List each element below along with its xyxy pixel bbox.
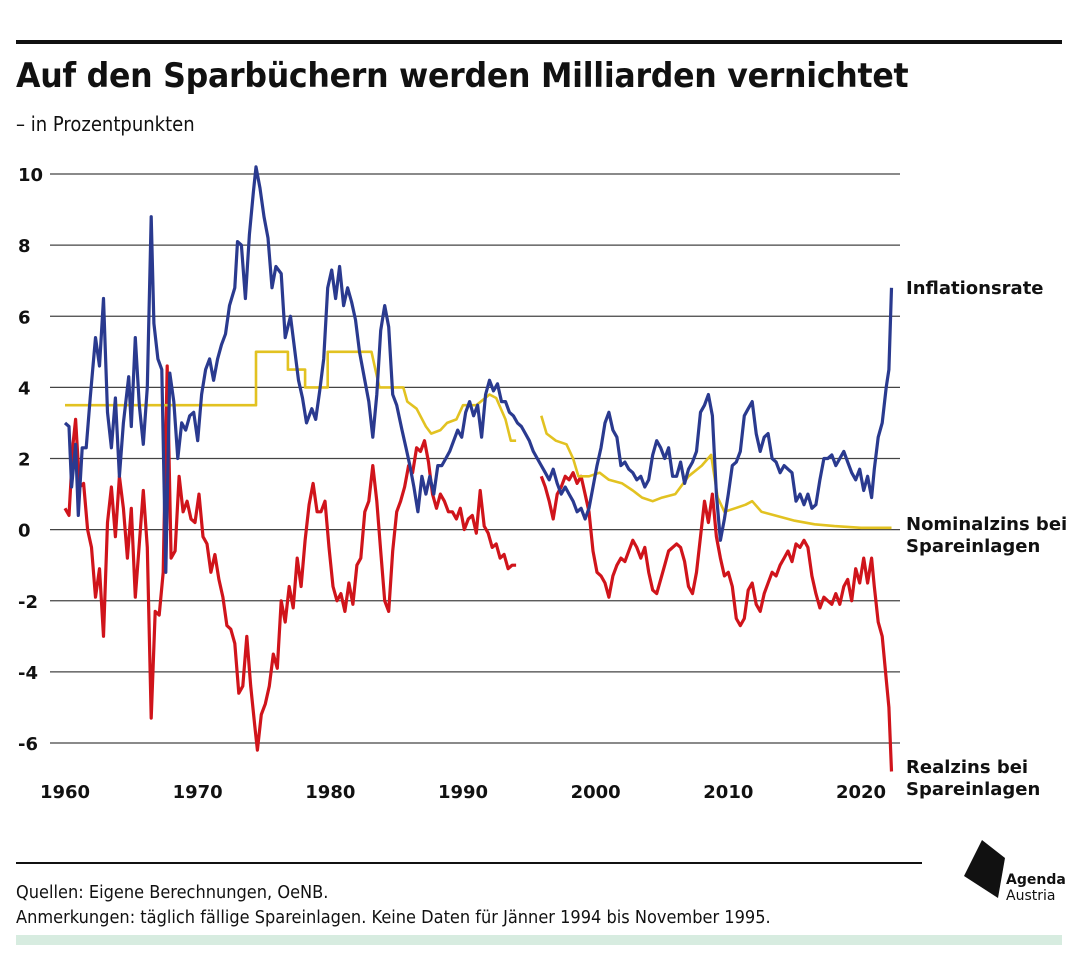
footer-rule xyxy=(16,862,922,864)
line-chart: 10 8 6 4 2 0 -2 -4 -6 1960 1970 1980 1990 2000 2010 20… xyxy=(18,165,1067,803)
chart-title: Auf den Sparbüchern werden Milliarden ve… xyxy=(16,56,909,96)
y-tick-label: 2 xyxy=(18,450,31,471)
top-rule xyxy=(16,40,1062,44)
x-tick-label: 2000 xyxy=(571,782,621,803)
inflation-line xyxy=(63,165,894,574)
series-lines xyxy=(63,165,894,772)
footer-band xyxy=(16,935,1062,945)
real-line xyxy=(63,364,517,752)
x-tick-label: 1970 xyxy=(173,782,223,803)
y-axis-ticks: 10 8 6 4 2 0 -2 -4 -6 xyxy=(18,165,43,755)
x-tick-label: 2010 xyxy=(703,782,753,803)
y-tick-label: -2 xyxy=(18,592,38,613)
y-tick-label: 4 xyxy=(18,378,31,399)
series-label-nominal: Nominalzins bei xyxy=(906,514,1067,535)
note-text: Anmerkungen: täglich fällige Spareinlage… xyxy=(16,907,771,928)
real-line-after-gap xyxy=(539,471,894,772)
x-tick-label: 2020 xyxy=(836,782,886,803)
y-tick-label: -6 xyxy=(18,734,38,755)
x-tick-label: 1960 xyxy=(40,782,90,803)
logo-text-austria: Austria xyxy=(1006,888,1056,904)
y-tick-label: 6 xyxy=(18,307,31,328)
y-tick-label: -4 xyxy=(18,663,38,684)
series-label-real: Spareinlagen xyxy=(906,779,1040,800)
y-tick-label: 10 xyxy=(18,165,43,186)
x-axis-ticks: 1960 1970 1980 1990 2000 2010 2020 xyxy=(40,782,886,803)
y-tick-label: 8 xyxy=(18,236,31,257)
nominal-line-after-gap xyxy=(540,415,892,530)
logo-text-agenda: Agenda xyxy=(1006,872,1066,888)
chart-subtitle: – in Prozentpunkten xyxy=(16,112,195,136)
source-text: Quellen: Eigene Berechnungen, OeNB. xyxy=(16,882,329,903)
series-label-real: Realzins bei xyxy=(906,757,1028,778)
x-tick-label: 1990 xyxy=(438,782,488,803)
x-tick-label: 1980 xyxy=(305,782,355,803)
agenda-austria-logo-icon xyxy=(964,840,1005,898)
y-tick-label: 0 xyxy=(18,521,31,542)
series-label-nominal: Spareinlagen xyxy=(906,536,1040,557)
series-label-inflation: Inflationsrate xyxy=(906,278,1044,299)
